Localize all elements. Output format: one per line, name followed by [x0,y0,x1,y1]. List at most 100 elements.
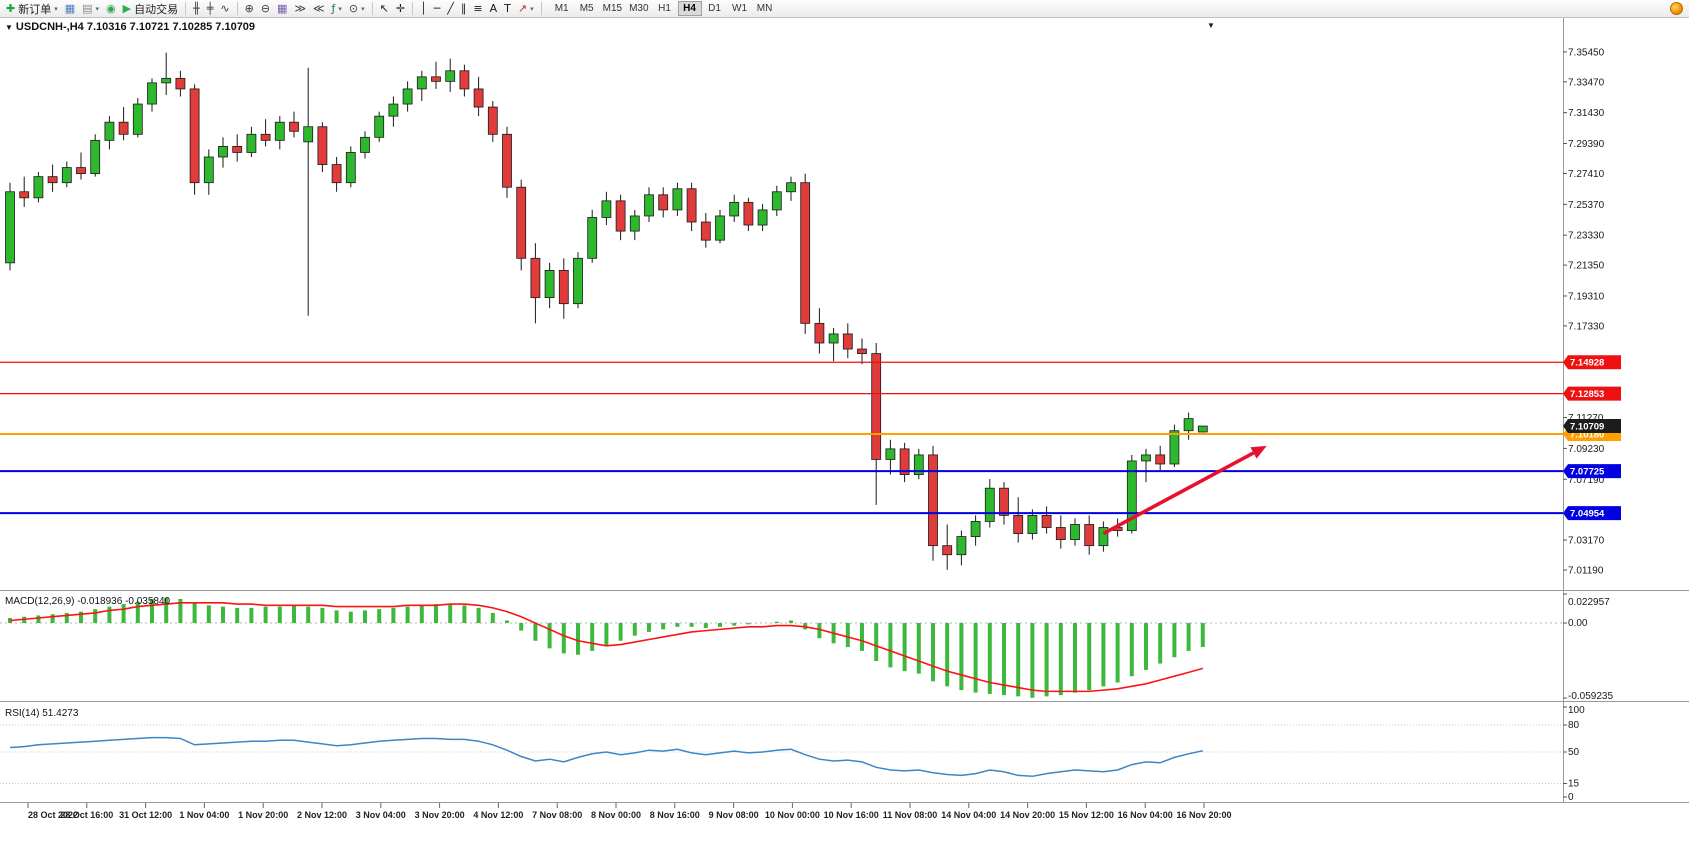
timeframe-m15-button[interactable]: M15 [600,1,625,16]
arrows-button[interactable]: ↗ ▾ [515,1,537,17]
connection-status-icon[interactable] [1670,2,1683,15]
candle-body [686,188,697,223]
auto-scroll-button[interactable]: ≫ [291,1,309,17]
timeframe-group: M1 M5 M15 M30 H1 H4 D1 W1 MN [550,1,777,16]
red-resistance-line-2-badge: 7.12853 [1563,386,1621,401]
price-axis-label: 7.27410 [1568,169,1605,180]
vertical-line-button[interactable]: │ [417,1,430,17]
bullish-trend-arrow[interactable] [1102,451,1255,536]
candle-body [303,126,314,143]
price-axis-label: 7.35450 [1568,47,1605,58]
price-axis-label: 7.09230 [1568,444,1605,455]
rsi-axis-label: 15 [1568,779,1580,790]
time-axis-label: 1 Nov 04:00 [179,810,229,820]
sound-icon: ◉ [106,2,116,15]
indicators-button[interactable]: ƒ ▾ [328,1,344,17]
candle-body [274,121,285,141]
timeframe-w1-button[interactable]: W1 [728,1,752,16]
text-label-button[interactable]: T [501,1,514,17]
new-order-button[interactable]: ✚ 新订单 ▾ [3,1,61,17]
cursor-button[interactable]: ↖ [377,1,392,17]
candle-body [388,103,399,117]
candle-body [984,487,995,522]
price-axis-label: 7.03170 [1568,536,1605,547]
chevron-down-icon: ▾ [95,5,100,13]
candle-body [1126,460,1137,531]
line-chart-button[interactable]: ∿ [217,1,232,17]
candle-body [842,333,853,350]
zoom-out-button[interactable]: ⊖ [258,1,273,17]
toolbar-separator [236,2,238,15]
profiles-button[interactable]: ▤ ▾ [79,1,102,17]
candle-body [1197,425,1208,433]
candle-body [487,106,498,135]
toolbar-buttons: ✚ 新订单 ▾ ▦ ▤ ▾ ◉ ▶ 自动交易 ╫ ╪ ∿ ⊕ ⊖ ▦ ≫ ≪ ƒ ▾ ⊙ ▾ ↖ ✛ │ ─ ╱ ∥ ≡ A T ↗ ▾ [3,1,545,17]
timeframe-h1-button[interactable]: H1 [653,1,677,16]
rsi-axis-label: 100 [1568,705,1585,716]
candle-body [615,200,626,232]
candle-body [573,257,583,305]
sound-alert-button[interactable]: ◉ [103,1,119,17]
candle-body [814,322,825,344]
timeframe-m1-button[interactable]: M1 [550,1,574,16]
auto-scroll-icon: ≫ [294,2,306,15]
timeframe-m30-button[interactable]: M30 [626,1,651,16]
red-resistance-line-1-badge-text: 7.14928 [1570,358,1604,369]
autotrading-button[interactable]: ▶ 自动交易 [120,1,181,17]
candle-body [175,77,186,90]
chart-window: 7.35450 7.33470 7.31430 7.29390 7.27410 7.253… [0,18,1689,860]
time-axis-label: 9 Nov 08:00 [709,810,759,820]
chart-shift-button[interactable]: ≪ [310,1,328,17]
crosshair-button[interactable]: ✛ [393,1,408,17]
candle-body [644,194,654,217]
candle-body [1169,430,1180,465]
macd-signal-line [9,602,1204,693]
candle-body [885,448,896,460]
chart-canvas[interactable]: 7.35450 7.33470 7.31430 7.29390 7.27410 7.253… [0,18,1689,860]
candlestick-chart-button[interactable]: ╪ [204,1,217,17]
timeframe-m5-button[interactable]: M5 [575,1,599,16]
candle-body [700,221,711,241]
arrow-object-icon: ↗ [517,2,528,15]
fibonacci-button[interactable]: ≡ [470,1,485,17]
bar-chart-button[interactable]: ╫ [190,1,203,17]
timeframe-mn-button[interactable]: MN [753,1,777,16]
time-axis-label: 1 Nov 20:00 [238,810,288,820]
candle-body [1141,454,1151,462]
candle-body [629,215,640,232]
charts-window-button[interactable]: ▦ [62,1,78,17]
bar-chart-icon: ╫ [193,2,200,15]
time-axis-label: 14 Nov 20:00 [1000,810,1055,820]
candle-body [76,167,86,175]
horizontal-line-button[interactable]: ─ [431,1,444,17]
current-price-badge-text: 7.10709 [1570,422,1604,433]
candle-body [1041,515,1052,528]
zoom-in-button[interactable]: ⊕ [242,1,257,17]
candle-body [459,70,470,90]
candle-body [246,133,257,153]
periods-button[interactable]: ⊙ ▾ [346,1,368,17]
time-axis-label: 4 Nov 12:00 [473,810,523,820]
candle-body [516,186,527,259]
candle-body [5,191,15,264]
tile-windows-button[interactable]: ▦ [274,1,290,17]
candle-body [857,348,867,354]
candle-body [1013,515,1024,534]
channel-button[interactable]: ∥ [458,1,470,17]
candle-body [218,145,228,158]
blue-support-line-1-badge: 7.07725 [1563,464,1621,479]
rsi-line [9,736,1203,778]
blue-support-line-2-badge: 7.04954 [1563,506,1621,521]
toolbar-separator [185,2,187,15]
candle-body [473,88,484,108]
indicators-icon: ƒ [331,2,336,15]
timeframe-h4-button[interactable]: H4 [677,1,702,16]
time-axis-label: 16 Nov 04:00 [1118,810,1173,820]
clock-icon: ⊙ [348,2,359,15]
chevron-down-icon: ▾ [530,5,534,13]
text-button[interactable]: A [487,1,501,17]
trendline-button[interactable]: ╱ [444,1,457,17]
time-axis-label: 2 Nov 12:00 [297,810,347,820]
timeframe-d1-button[interactable]: D1 [703,1,727,16]
candle-body [672,188,683,211]
